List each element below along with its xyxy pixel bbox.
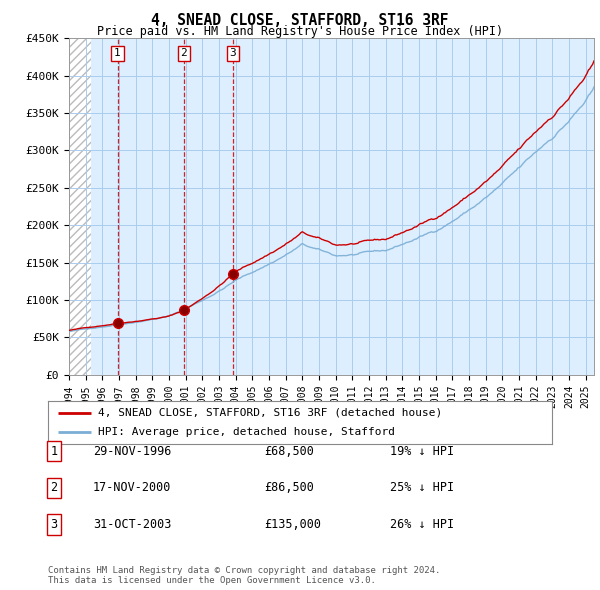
Text: 2: 2 — [50, 481, 58, 494]
Text: HPI: Average price, detached house, Stafford: HPI: Average price, detached house, Staf… — [98, 427, 395, 437]
Text: 31-OCT-2003: 31-OCT-2003 — [93, 518, 172, 531]
Text: £68,500: £68,500 — [264, 445, 314, 458]
Text: £135,000: £135,000 — [264, 518, 321, 531]
Text: 4, SNEAD CLOSE, STAFFORD, ST16 3RF (detached house): 4, SNEAD CLOSE, STAFFORD, ST16 3RF (deta… — [98, 408, 443, 418]
Text: 19% ↓ HPI: 19% ↓ HPI — [390, 445, 454, 458]
Text: 1: 1 — [50, 445, 58, 458]
Text: £86,500: £86,500 — [264, 481, 314, 494]
Text: 29-NOV-1996: 29-NOV-1996 — [93, 445, 172, 458]
Bar — [69, 38, 91, 375]
Text: 17-NOV-2000: 17-NOV-2000 — [93, 481, 172, 494]
Text: 3: 3 — [50, 518, 58, 531]
Text: 26% ↓ HPI: 26% ↓ HPI — [390, 518, 454, 531]
Text: 3: 3 — [229, 48, 236, 58]
Text: 1: 1 — [114, 48, 121, 58]
Text: 4, SNEAD CLOSE, STAFFORD, ST16 3RF: 4, SNEAD CLOSE, STAFFORD, ST16 3RF — [151, 13, 449, 28]
Text: Contains HM Land Registry data © Crown copyright and database right 2024.
This d: Contains HM Land Registry data © Crown c… — [48, 566, 440, 585]
Text: 25% ↓ HPI: 25% ↓ HPI — [390, 481, 454, 494]
Text: Price paid vs. HM Land Registry's House Price Index (HPI): Price paid vs. HM Land Registry's House … — [97, 25, 503, 38]
Text: 2: 2 — [180, 48, 187, 58]
